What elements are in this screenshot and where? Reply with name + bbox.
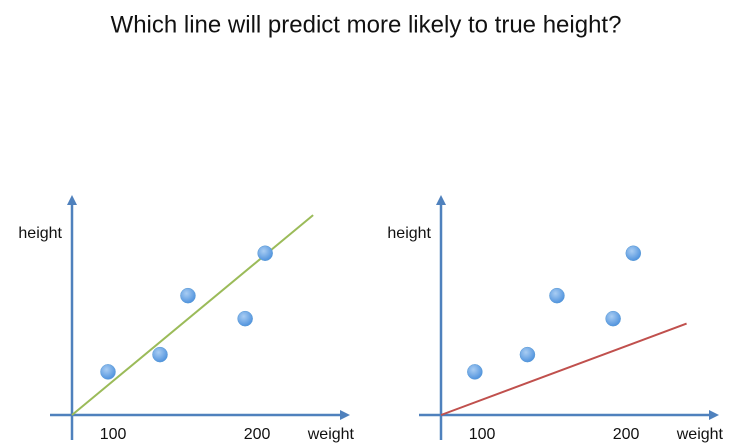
fit-line	[440, 322, 687, 416]
x-axis-arrow	[340, 410, 350, 420]
data-point	[152, 346, 168, 363]
x-tick-label: 100	[100, 426, 127, 443]
data-point	[605, 310, 621, 327]
x-axis-label: weight	[307, 426, 355, 443]
data-point	[467, 364, 483, 380]
data-point	[257, 245, 273, 261]
x-axis-label: weight	[676, 426, 724, 443]
y-axis-label: height	[387, 225, 431, 242]
y-axis-label: height	[18, 225, 62, 242]
data-point	[180, 287, 196, 304]
fit-line	[71, 214, 314, 416]
data-point	[237, 310, 253, 327]
data-point	[625, 245, 642, 261]
data-point	[100, 364, 116, 380]
x-tick-label: 200	[244, 426, 271, 443]
slide-title: Which line will predict more likely to t…	[111, 11, 622, 38]
y-axis-arrow	[67, 195, 77, 205]
x-tick-label: 200	[613, 426, 640, 443]
x-axis-arrow	[709, 410, 719, 420]
data-point	[549, 287, 565, 304]
y-axis-arrow	[436, 195, 446, 205]
data-point	[519, 346, 536, 363]
x-tick-label: 100	[469, 426, 496, 443]
